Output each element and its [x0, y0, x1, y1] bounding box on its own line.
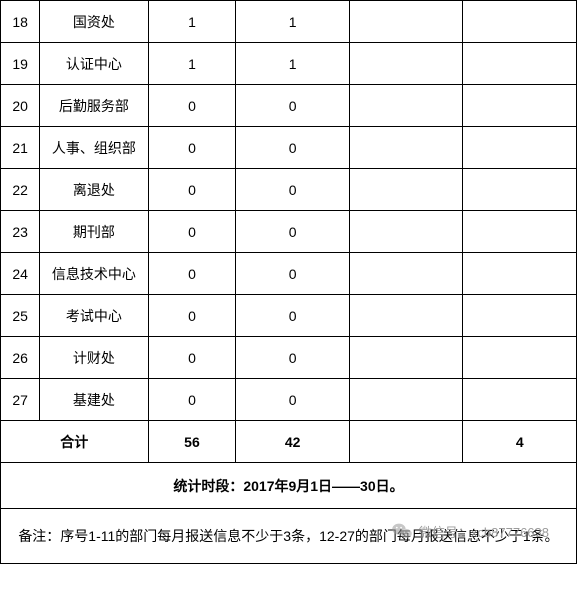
total-c4: 4: [463, 421, 577, 463]
table-row: 23期刊部00: [1, 211, 577, 253]
cell-c1: 0: [148, 337, 236, 379]
cell-num: 22: [1, 169, 40, 211]
cell-c1: 0: [148, 169, 236, 211]
cell-c1: 0: [148, 379, 236, 421]
cell-c2: 0: [236, 337, 350, 379]
cell-c2: 1: [236, 1, 350, 43]
total-c1: 56: [148, 421, 236, 463]
cell-dept: 信息技术中心: [40, 253, 148, 295]
table-row: 26计财处00: [1, 337, 577, 379]
cell-c3: [349, 253, 463, 295]
cell-c1: 1: [148, 43, 236, 85]
cell-c3: [349, 379, 463, 421]
cell-c2: 0: [236, 211, 350, 253]
cell-c3: [349, 85, 463, 127]
cell-dept: 认证中心: [40, 43, 148, 85]
cell-c3: [349, 1, 463, 43]
cell-c3: [349, 295, 463, 337]
cell-c3: [349, 127, 463, 169]
cell-dept: 国资处: [40, 1, 148, 43]
cell-c3: [349, 211, 463, 253]
cell-c4: [463, 295, 577, 337]
cell-c4: [463, 127, 577, 169]
period-text: 统计时段：2017年9月1日——30日。: [1, 463, 577, 509]
cell-c2: 0: [236, 295, 350, 337]
table-row: 25考试中心00: [1, 295, 577, 337]
cell-dept: 后勤服务部: [40, 85, 148, 127]
cell-c2: 0: [236, 127, 350, 169]
cell-dept: 人事、组织部: [40, 127, 148, 169]
cell-c2: 1: [236, 43, 350, 85]
stats-table: 18国资处1119认证中心1120后勤服务部0021人事、组织部0022离退处0…: [0, 0, 577, 564]
cell-c3: [349, 43, 463, 85]
cell-num: 18: [1, 1, 40, 43]
cell-c4: [463, 1, 577, 43]
cell-num: 26: [1, 337, 40, 379]
cell-c4: [463, 253, 577, 295]
table-row: 21人事、组织部00: [1, 127, 577, 169]
period-row: 统计时段：2017年9月1日——30日。: [1, 463, 577, 509]
cell-c1: 0: [148, 211, 236, 253]
cell-c4: [463, 211, 577, 253]
table-row: 18国资处11: [1, 1, 577, 43]
cell-c2: 0: [236, 169, 350, 211]
cell-num: 23: [1, 211, 40, 253]
cell-c3: [349, 337, 463, 379]
cell-c2: 0: [236, 253, 350, 295]
total-label: 合计: [1, 421, 149, 463]
table-row: 20后勤服务部00: [1, 85, 577, 127]
cell-c4: [463, 337, 577, 379]
cell-c1: 0: [148, 295, 236, 337]
note-text: 备注：序号1-11的部门每月报送信息不少于3条，12-27的部门每月报送信息不少…: [1, 509, 577, 564]
total-c3: [349, 421, 463, 463]
cell-num: 25: [1, 295, 40, 337]
cell-num: 19: [1, 43, 40, 85]
cell-c4: [463, 43, 577, 85]
cell-c3: [349, 169, 463, 211]
cell-num: 24: [1, 253, 40, 295]
cell-c1: 1: [148, 1, 236, 43]
table-row: 19认证中心11: [1, 43, 577, 85]
cell-c4: [463, 379, 577, 421]
cell-dept: 期刊部: [40, 211, 148, 253]
cell-dept: 考试中心: [40, 295, 148, 337]
cell-dept: 计财处: [40, 337, 148, 379]
cell-c2: 0: [236, 85, 350, 127]
table-row: 22离退处00: [1, 169, 577, 211]
cell-c1: 0: [148, 85, 236, 127]
table-row: 27基建处00: [1, 379, 577, 421]
cell-num: 21: [1, 127, 40, 169]
total-c2: 42: [236, 421, 350, 463]
note-row: 备注：序号1-11的部门每月报送信息不少于3条，12-27的部门每月报送信息不少…: [1, 509, 577, 564]
cell-num: 20: [1, 85, 40, 127]
cell-dept: 基建处: [40, 379, 148, 421]
total-row: 合计 56 42 4: [1, 421, 577, 463]
cell-c1: 0: [148, 253, 236, 295]
cell-c4: [463, 85, 577, 127]
cell-num: 27: [1, 379, 40, 421]
table-row: 24信息技术中心00: [1, 253, 577, 295]
cell-c1: 0: [148, 127, 236, 169]
cell-c2: 0: [236, 379, 350, 421]
cell-dept: 离退处: [40, 169, 148, 211]
cell-c4: [463, 169, 577, 211]
